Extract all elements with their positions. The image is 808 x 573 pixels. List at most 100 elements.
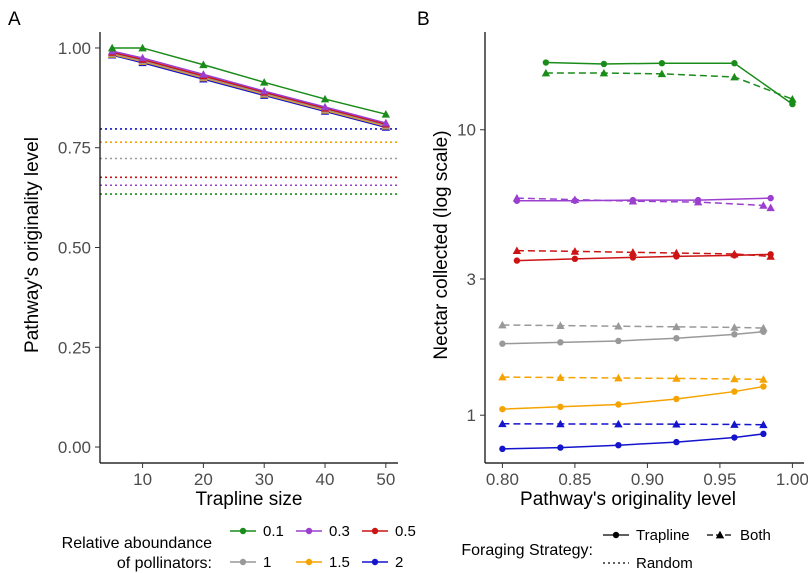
data-point [599,68,609,77]
series-line [111,52,387,127]
x-tick-label: 0.95 [703,470,736,489]
panel-b-plot-area [498,59,797,453]
series-line [545,61,793,105]
y-tick-label: 0.25 [58,338,91,357]
x-tick-label: 0.80 [486,470,519,489]
data-point [556,373,565,381]
data-point [672,248,681,257]
data-point [498,419,507,428]
legend-key-marker [371,527,379,535]
data-point [320,94,330,103]
data-point [498,320,507,329]
series-line [516,253,771,262]
data-point [571,255,579,263]
panel-a-reference-lines [100,128,398,195]
legend-key-marker [239,527,247,535]
series-line [111,53,387,127]
data-point [320,102,330,111]
panel-b-x-axis-title: Pathway's originality level [520,489,736,510]
abundance-legend-title-line2: of pollinators: [117,555,212,572]
data-point [614,322,623,330]
data-point [557,444,564,451]
series-line [502,331,764,345]
x-tick-label: 20 [194,470,213,489]
data-point [731,388,738,395]
data-point [730,323,739,331]
abundance-legend-title-line1: Relative aboundance [62,535,212,552]
data-point [381,118,391,127]
data-point [760,383,767,390]
data-point [673,335,680,342]
data-point [672,374,681,382]
data-point [628,248,638,256]
data-point [556,321,565,329]
data-point [629,254,637,261]
legend-key-marker [239,558,247,566]
data-point [107,43,117,52]
strategy-legend: Foraging Strategy: Trapline Both Random [461,527,770,572]
data-point [730,420,739,428]
data-point [557,403,564,411]
series-line [502,376,764,381]
series-line [516,249,771,258]
y-tick-label: 1 [467,406,476,425]
x-tick-label: 0.85 [558,470,591,489]
data-point [693,197,703,206]
panel-a-y-axis-title: Pathway's originality level [22,137,43,353]
data-point [260,86,269,95]
data-point [260,78,269,86]
data-point [615,337,622,345]
data-point [499,445,506,453]
data-point [541,68,551,77]
data-point [658,60,666,67]
legend-item-label: 0.5 [395,523,416,540]
legend-item-label: Both [740,527,771,544]
data-point [672,322,681,331]
data-point [672,419,681,428]
data-point [731,331,738,338]
data-point [759,375,768,383]
legend-key-marker [715,530,725,539]
data-point [499,340,506,347]
legend-key-marker [305,527,313,535]
panel-b: B Nectar collected (log scale) Pathway's… [417,9,808,510]
data-point [766,203,775,212]
legend-item-label: 0.3 [329,523,350,540]
legend-key-marker [305,558,313,566]
legend-key-marker [612,531,620,539]
series-line [502,324,764,329]
data-point [767,194,774,202]
panel-a-plot-area [107,43,391,131]
data-point [138,53,147,62]
legend-item-label: Random [636,555,693,572]
series-line [111,51,387,125]
x-tick-label: 30 [255,470,274,489]
data-point [600,60,608,68]
data-point [614,419,623,428]
x-tick-label: 40 [316,470,335,489]
series-line [111,50,387,124]
series-line [502,433,764,450]
panel-a-label: A [8,9,21,30]
data-point [760,430,767,438]
panel-a-x-axis-title: Trapline size [195,489,302,510]
data-point [556,419,565,428]
panel-b-label: B [417,9,430,30]
legend-item-label: 1.5 [329,554,350,571]
data-point [499,405,506,413]
panel-a-axes: 10 20 30 40 50 0.00 0.25 0.50 0.75 1.00 [58,32,398,489]
data-point [730,72,739,81]
panel-a: A Pathway's originality level Trapline s… [8,9,398,510]
data-point [615,441,622,449]
data-point [731,434,738,441]
data-point [730,249,739,258]
strategy-legend-title: Foraging Strategy: [461,542,593,559]
data-point [759,420,768,429]
legend-item-label: 1 [263,554,271,571]
abundance-legend: Relative aboundance of pollinators: 0.1 0… [62,523,416,572]
x-tick-label: 10 [133,470,152,489]
data-point [628,196,638,205]
data-point [512,193,522,202]
y-tick-label: 0.50 [58,239,91,258]
